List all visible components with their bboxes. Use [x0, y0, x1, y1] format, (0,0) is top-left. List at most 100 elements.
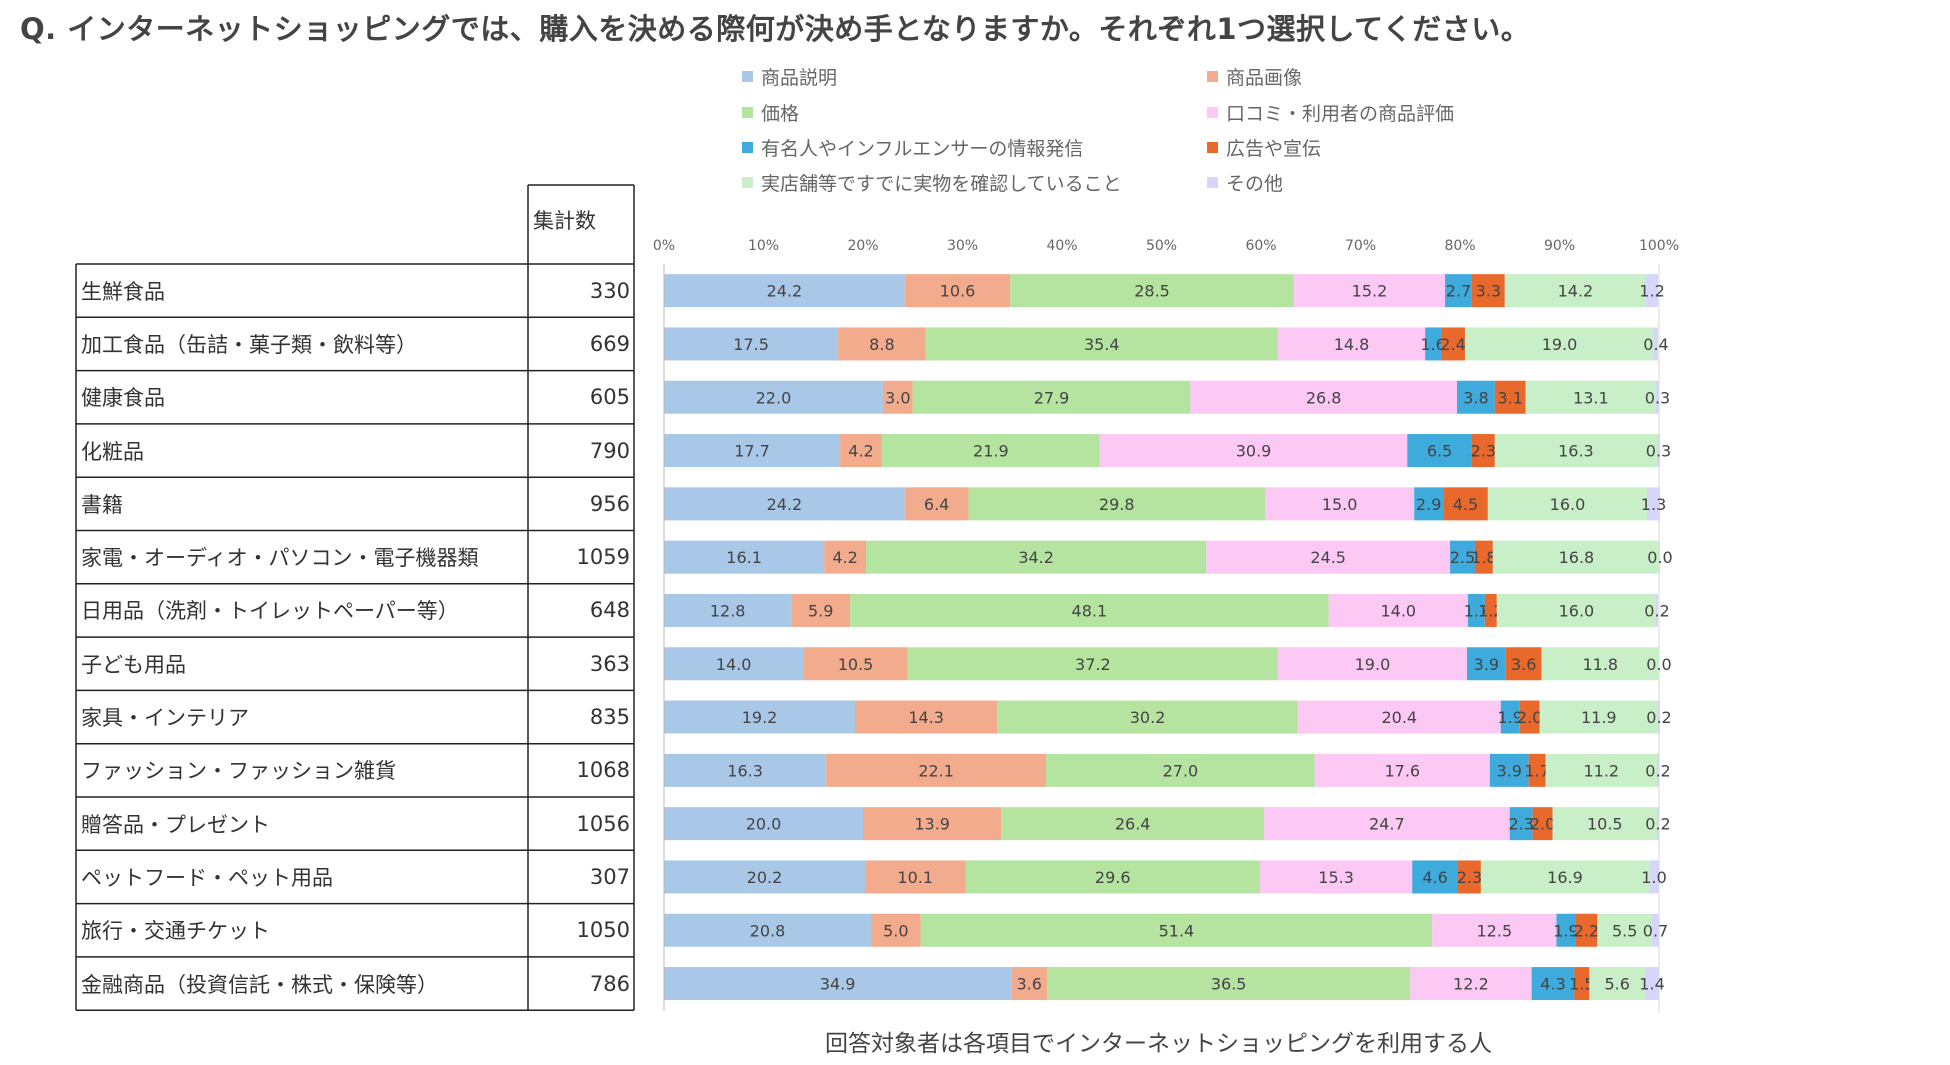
bar-segment: [803, 647, 908, 681]
bar-segment: [664, 380, 883, 414]
data-label: 1.9: [1553, 921, 1578, 940]
data-label: 2.0: [1517, 708, 1542, 727]
bar-segment: [1505, 647, 1542, 681]
data-label: 35.4: [1084, 335, 1120, 354]
data-label: 15.2: [1352, 282, 1388, 301]
bar-segment: [864, 860, 966, 894]
category-label: 生鮮食品: [81, 279, 165, 304]
bar-segment: [826, 753, 1047, 787]
bar-segment: [1471, 274, 1505, 308]
data-label: 12.2: [1453, 975, 1489, 994]
data-label: 17.5: [733, 335, 769, 354]
chart-title: Q. インターネットショッピングでは、購入を決める際何が決め手となりますか。それ…: [20, 12, 1531, 46]
bar-segment: [1407, 434, 1472, 468]
bar-segment: [1011, 967, 1048, 1001]
data-label: 0.3: [1646, 442, 1671, 461]
count-value: 363: [589, 651, 630, 676]
bar-segment: [1263, 807, 1510, 841]
legend-swatch: [742, 107, 753, 118]
data-label: 1.2: [1639, 282, 1664, 301]
bar-segment: [1001, 807, 1264, 841]
bar-segment: [907, 647, 1278, 681]
data-label: 10.1: [897, 868, 933, 887]
category-label: 贈答品・プレゼント: [81, 812, 270, 837]
bar-segment: [1656, 380, 1659, 414]
bar-segment: [1260, 860, 1413, 894]
category-label: 旅行・交通チケット: [81, 919, 270, 944]
bar-segment: [791, 593, 851, 627]
data-label: 0.2: [1646, 708, 1671, 727]
bar-segment: [1471, 434, 1495, 468]
bar-segment: [1500, 700, 1520, 734]
bar-segment: [664, 540, 825, 574]
bar-segment: [1496, 593, 1657, 627]
bar-segment: [664, 967, 1012, 1001]
bar-segment: [1519, 700, 1540, 734]
bar-segment: [965, 860, 1261, 894]
data-label: 4.2: [848, 442, 873, 461]
count-value: 330: [589, 278, 630, 303]
data-label: 29.8: [1099, 495, 1135, 514]
data-label: 1.7: [1524, 761, 1549, 780]
data-label: 10.5: [838, 655, 874, 674]
data-label: 12.8: [710, 601, 746, 620]
data-label: 51.4: [1159, 921, 1195, 940]
x-tick-label: 10%: [748, 238, 779, 254]
bar-segment: [1528, 753, 1546, 787]
legend-item: 商品画像: [1207, 63, 1302, 90]
count-value: 307: [589, 864, 630, 889]
data-label: 0.4: [1643, 335, 1668, 354]
data-label: 6.5: [1427, 442, 1452, 461]
count-value: 1059: [576, 545, 630, 570]
bar-segment: [1654, 327, 1659, 361]
data-label: 4.6: [1422, 868, 1447, 887]
bar-segment: [1190, 380, 1458, 414]
data-label: 19.2: [742, 708, 778, 727]
bar-segment: [1489, 753, 1529, 787]
data-label: 2.3: [1508, 815, 1533, 834]
bar-segment: [1646, 274, 1659, 308]
data-label: 20.2: [747, 868, 783, 887]
bar-segment: [1532, 807, 1553, 841]
data-label: 27.9: [1034, 388, 1070, 407]
category-label: 家具・インテリア: [81, 706, 249, 731]
data-label: 15.0: [1322, 495, 1358, 514]
bar-segment: [664, 700, 856, 734]
data-label: 0.0: [1647, 548, 1672, 567]
bar-segment: [1657, 807, 1659, 841]
legend-swatch: [742, 142, 753, 153]
data-label: 26.8: [1306, 388, 1342, 407]
bar-segment: [1277, 647, 1467, 681]
data-label: 3.9: [1497, 761, 1522, 780]
category-label: 書籍: [81, 492, 123, 517]
legend-label: 商品説明: [761, 67, 838, 89]
data-label: 15.3: [1318, 868, 1354, 887]
x-tick-label: 30%: [947, 238, 978, 254]
bar-segment: [1445, 274, 1472, 308]
data-label: 16.0: [1559, 601, 1595, 620]
bar-segment: [1525, 380, 1657, 414]
data-label: 4.2: [832, 548, 857, 567]
data-label: 10.5: [1587, 815, 1623, 834]
bar-segment: [840, 434, 882, 468]
legend-label: 広告や宣伝: [1226, 138, 1322, 160]
bar-segment: [1314, 753, 1490, 787]
category-label: 加工食品（缶詰・菓子類・飲料等）: [81, 332, 417, 357]
chart-legend: 商品説明 商品画像 価格 口コミ・利用者の商品評価 有名人やインフルエンサーの情報発信 広…: [0, 0, 1950, 200]
legend-swatch: [1207, 107, 1218, 118]
data-label: 16.9: [1547, 868, 1583, 887]
bar-segment: [1487, 487, 1648, 521]
bar-segment: [881, 434, 1100, 468]
bar-segment: [1556, 913, 1576, 947]
data-label: 3.0: [885, 388, 910, 407]
legend-item: その他: [1207, 169, 1283, 196]
bar-segment: [904, 274, 1011, 308]
count-value: 835: [589, 705, 630, 730]
data-label: 20.8: [750, 921, 786, 940]
category-label: 金融商品（投資信託・株式・保険等）: [81, 972, 438, 997]
legend-item: 有名人やインフルエンサーの情報発信: [742, 134, 1083, 161]
bar-segment: [1293, 274, 1446, 308]
bar-segment: [1480, 860, 1650, 894]
data-label: 22.0: [756, 388, 792, 407]
bar-segment: [664, 593, 792, 627]
